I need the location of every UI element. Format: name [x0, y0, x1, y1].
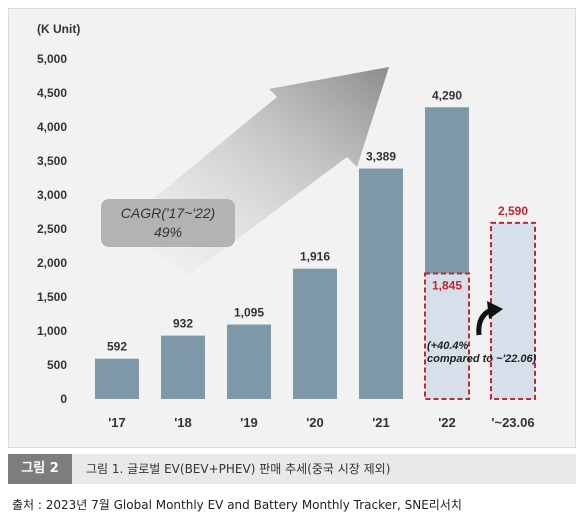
cagr-box: [101, 199, 235, 247]
y-tick-label: 1,500: [37, 290, 67, 304]
y-tick-label: 500: [47, 358, 67, 372]
bar: [490, 221, 536, 400]
figure-number-badge: 그림 2: [8, 454, 72, 484]
bar-value-label: 4,290: [432, 88, 462, 102]
growth-annotation-line1: (+40.4%: [427, 340, 468, 352]
bar-value-label: 592: [107, 340, 127, 354]
bar-chart: (K Unit) 0 500 1,000 1,500 2,000 2,500 3,000 3,…: [37, 22, 537, 430]
x-tick-label: '18: [174, 415, 192, 430]
bar-value-label: 1,916: [300, 250, 330, 264]
bar: [95, 358, 139, 399]
y-tick-label: 3,500: [37, 154, 67, 168]
y-tick-label: 0: [60, 392, 67, 406]
growth-arrowhead: [487, 301, 503, 319]
figure-caption-text: 그림 1. 글로벌 EV(BEV+PHEV) 판매 추세(중국 시장 제외): [86, 462, 391, 476]
cagr-label: CAGR('17~'22): [121, 205, 215, 221]
bar: [161, 335, 205, 399]
source-note: 출처 : 2023년 7월 Global Monthly EV and Batt…: [12, 498, 462, 512]
figure-caption-bar: 그림 2 그림 1. 글로벌 EV(BEV+PHEV) 판매 추세(중국 시장 …: [8, 454, 576, 484]
x-tick-label: '17: [108, 415, 126, 430]
x-tick-label: '22: [438, 415, 456, 430]
chart-panel: (K Unit) 0 500 1,000 1,500 2,000 2,500 3,000 3,…: [8, 8, 576, 448]
x-tick-label: '19: [240, 415, 258, 430]
y-tick-label: 1,000: [37, 324, 67, 338]
bar-value-label: 2,590: [498, 204, 528, 218]
y-tick-label: 4,000: [37, 120, 67, 134]
x-tick-label: '20: [306, 415, 324, 430]
x-tick-label: '~23.06: [491, 415, 534, 430]
bar-sub-value-label: 1,845: [432, 279, 462, 293]
y-tick-label: 2,500: [37, 222, 67, 236]
bar-subsegment: [424, 272, 470, 401]
bar-value-label: 1,095: [234, 306, 264, 320]
bar-value-label: 3,389: [366, 150, 396, 164]
bar: [359, 168, 403, 399]
y-tick-label: 5,000: [37, 52, 67, 66]
y-tick-label: 2,000: [37, 256, 67, 270]
bar-value-label: 932: [173, 317, 193, 331]
bar: [293, 268, 337, 399]
y-tick-label: 3,000: [37, 188, 67, 202]
growth-annotation-line2: compared to ~'22.06): [427, 353, 537, 365]
y-tick-label: 4,500: [37, 86, 67, 100]
y-axis-unit-label: (K Unit): [37, 22, 80, 36]
bar: [227, 324, 271, 399]
cagr-value: 49%: [154, 224, 182, 240]
x-tick-label: '21: [372, 415, 390, 430]
